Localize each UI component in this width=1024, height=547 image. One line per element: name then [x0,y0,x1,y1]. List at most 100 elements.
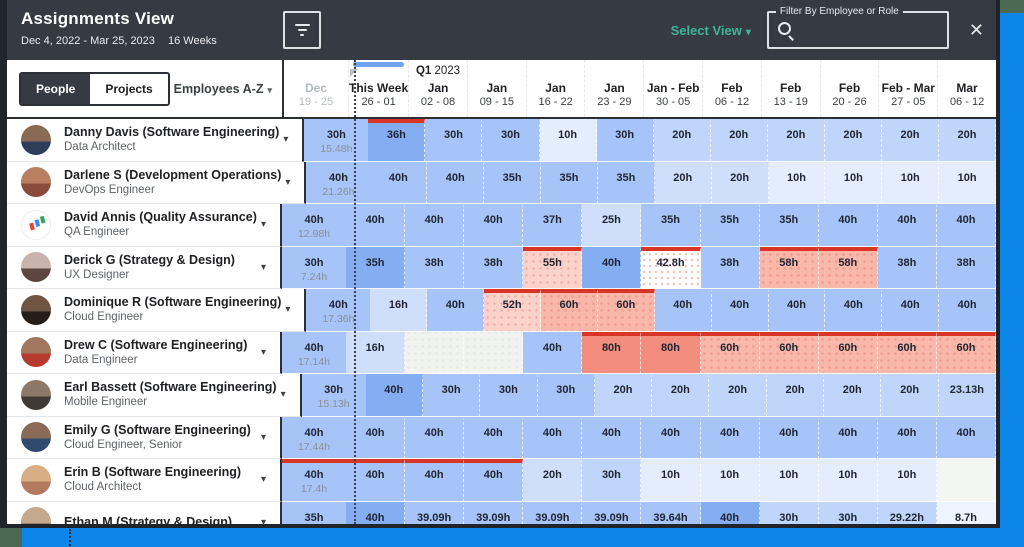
schedule-cell[interactable]: 40h [523,331,583,374]
tab-projects[interactable]: Projects [90,73,168,104]
schedule-cell[interactable]: 39.64h [641,501,701,524]
schedule-cell[interactable] [936,459,996,502]
schedule-cell[interactable]: 40h [405,459,465,502]
schedule-cell[interactable]: 20h [767,119,825,162]
schedule-cell[interactable]: 80h [641,331,701,374]
schedule-cell[interactable]: 35h [759,204,819,247]
schedule-cell[interactable]: 20h [881,119,939,162]
past-week-cell[interactable]: 35h [282,501,346,524]
schedule-cell[interactable]: 52h [484,289,542,332]
person-cell[interactable]: Emily G (Software Engineering) Cloud Eng… [7,416,282,459]
person-cell[interactable]: Erin B (Software Engineering) Cloud Arch… [7,459,282,502]
schedule-cell[interactable]: 40h [877,204,937,247]
chevron-down-icon[interactable]: ▾ [260,431,266,443]
schedule-cell[interactable]: 10h [759,459,819,502]
schedule-cell[interactable]: 10h [539,119,597,162]
person-cell[interactable]: Darlene S (Development Operations) DevOp… [7,161,307,204]
schedule-cell[interactable]: 20h [652,374,710,417]
person-cell[interactable]: Derick G (Strategy & Design) UX Designer… [7,246,282,289]
schedule-cell[interactable]: 40h [877,416,937,459]
filter-button[interactable] [283,11,321,49]
past-week-cell[interactable]: 40h 17.44h [282,416,346,459]
schedule-cell[interactable]: 38h [464,246,524,289]
schedule-cell[interactable]: 40h [405,204,465,247]
person-cell[interactable]: Earl Bassett (Software Engineering) Mobi… [7,374,302,417]
schedule-cell[interactable]: 40h [427,161,485,204]
schedule-cell[interactable]: 10h [882,161,940,204]
schedule-cell[interactable]: 30h [425,119,483,162]
schedule-cell[interactable]: 40h [427,289,485,332]
person-cell[interactable]: Danny Davis (Software Engineering) Data … [7,119,305,162]
schedule-cell[interactable]: 42.8h [641,246,701,289]
schedule-cell[interactable]: 16h [346,331,406,374]
schedule-cell[interactable]: 10h [768,161,826,204]
schedule-cell[interactable]: 40h [464,416,524,459]
schedule-cell[interactable]: 20h [766,374,825,417]
schedule-cell[interactable]: 36h [368,119,426,162]
past-week-cell[interactable]: 40h 17.4h [282,459,346,502]
schedule-cell[interactable]: 20h [594,374,653,417]
chevron-down-icon[interactable]: ▾ [260,219,266,231]
schedule-cell[interactable]: 40h [523,416,583,459]
schedule-cell[interactable]: 39.09h [582,501,642,524]
schedule-cell[interactable]: 30h [422,374,481,417]
schedule-cell[interactable]: 20h [523,459,583,502]
schedule-cell[interactable]: 40h [711,289,769,332]
schedule-cell[interactable]: 58h [818,246,878,289]
schedule-cell[interactable]: 60h [877,331,937,374]
schedule-cell[interactable] [464,331,524,374]
sort-dropdown[interactable]: Employees A-Z ▾ [174,82,272,96]
schedule-cell[interactable]: 60h [759,331,819,374]
schedule-cell[interactable]: 40h [464,204,524,247]
schedule-cell[interactable]: 55h [523,246,583,289]
schedule-cell[interactable]: 35h [597,161,655,204]
schedule-cell[interactable]: 60h [597,289,655,332]
schedule-cell[interactable]: 38h [405,246,465,289]
schedule-cell[interactable]: 10h [939,161,996,204]
schedule-cell[interactable]: 35h [484,161,542,204]
schedule-cell[interactable]: 35h [700,204,760,247]
schedule-cell[interactable]: 40h [825,289,883,332]
schedule-cell[interactable]: 40h [370,161,428,204]
schedule-cell[interactable]: 29.22h [877,501,937,524]
close-button[interactable]: ✕ [965,17,988,43]
schedule-cell[interactable]: 20h [881,374,939,417]
schedule-cell[interactable]: 40h [464,459,524,502]
schedule-cell[interactable]: 38h [877,246,937,289]
tab-people[interactable]: People [21,73,91,104]
schedule-cell[interactable]: 80h [582,331,642,374]
schedule-cell[interactable]: 40h [818,204,878,247]
schedule-cell[interactable] [405,331,465,374]
schedule-cell[interactable]: 23.13h [938,374,996,417]
chevron-down-icon[interactable]: ▾ [260,516,266,526]
schedule-cell[interactable]: 40h [936,416,996,459]
schedule-cell[interactable]: 40h [700,501,760,524]
past-week-cell[interactable]: 30h 15.13h [301,374,366,417]
schedule-cell[interactable]: 20h [711,161,769,204]
schedule-cell[interactable]: 10h [818,459,878,502]
schedule-cell[interactable]: 40h [936,204,996,247]
schedule-cell[interactable]: 20h [654,161,712,204]
chevron-down-icon[interactable]: ▾ [260,346,266,358]
schedule-cell[interactable]: 40h [700,416,760,459]
schedule-cell[interactable]: 40h [582,416,642,459]
schedule-cell[interactable]: 20h [709,374,767,417]
schedule-cell[interactable]: 60h [818,331,878,374]
past-week-cell[interactable]: 40h 12.98h [282,204,346,247]
schedule-cell[interactable]: 37h [523,204,583,247]
schedule-cell[interactable]: 20h [653,119,711,162]
person-cell[interactable]: Ethan M (Strategy & Design) ▾ [7,501,282,526]
schedule-cell[interactable]: 40h [346,204,406,247]
schedule-cell[interactable]: 40h [346,501,406,524]
schedule-cell[interactable]: 30h [537,374,595,417]
schedule-cell[interactable]: 58h [759,246,819,289]
past-week-cell[interactable]: 40h 17.14h [282,331,346,374]
schedule-cell[interactable]: 38h [700,246,760,289]
schedule-cell[interactable]: 10h [825,161,883,204]
schedule-cell[interactable]: 60h [541,289,598,332]
person-cell[interactable]: David Annis (Quality Assurance) QA Engin… [7,204,282,247]
employee-filter-input[interactable] [794,13,945,45]
person-cell[interactable]: Drew C (Software Engineering) Data Engin… [7,331,282,374]
schedule-cell[interactable]: 30h [480,374,538,417]
schedule-cell[interactable]: 16h [370,289,428,332]
